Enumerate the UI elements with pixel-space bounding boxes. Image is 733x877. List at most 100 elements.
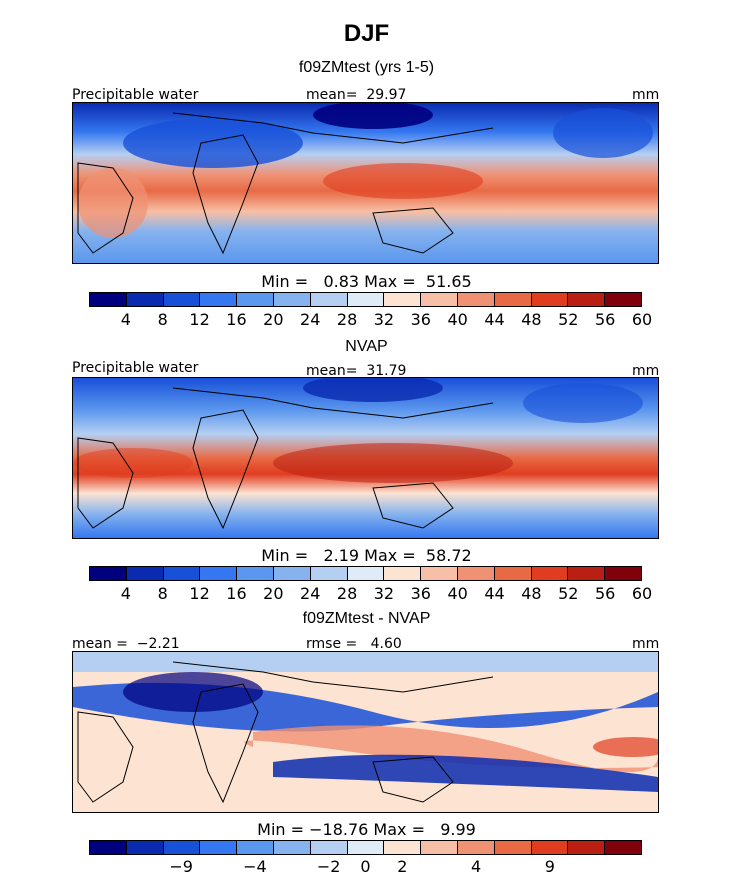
colorbar-tick-label: 8 bbox=[157, 584, 168, 603]
colorbar-swatch bbox=[347, 841, 385, 854]
colorbar-swatch bbox=[90, 293, 127, 306]
panel2-left-label: Precipitable water bbox=[72, 360, 199, 376]
colorbar-tick-label: 16 bbox=[226, 310, 247, 329]
colorbar-tick-label: 52 bbox=[558, 584, 579, 603]
panel1-map bbox=[72, 101, 659, 264]
colorbar-tick-label: 28 bbox=[336, 584, 358, 603]
colorbar-swatch bbox=[347, 567, 385, 580]
colorbar-swatch bbox=[531, 293, 569, 306]
colorbar-tick-label: 32 bbox=[373, 584, 395, 603]
colorbar-tick-label: 60 bbox=[631, 310, 653, 329]
colorbar-tick-label: 48 bbox=[521, 584, 542, 603]
colorbar-tick-label: 36 bbox=[410, 584, 431, 603]
colorbar-tick-label: 16 bbox=[226, 584, 247, 603]
colorbar-swatch bbox=[568, 841, 606, 854]
colorbar-swatch bbox=[531, 567, 569, 580]
panel1-units-label: mm bbox=[632, 87, 660, 103]
colorbar-tick-label: 4 bbox=[471, 857, 482, 876]
panel2-mean-label: mean= 31.79 bbox=[306, 363, 407, 379]
panel2-map-field bbox=[73, 374, 658, 538]
colorbar-swatch bbox=[90, 567, 127, 580]
colorbar-swatch bbox=[457, 293, 495, 306]
panel2-colorbar-ticks: 4 8 12 16 20 24 28 32 36 40 44 48 52 56 60 bbox=[89, 584, 652, 603]
colorbar-tick-label: 20 bbox=[263, 584, 284, 603]
colorbar-tick-label: 44 bbox=[484, 310, 505, 329]
panel2-minmax: Min = 2.19 Max = 58.72 bbox=[261, 546, 472, 565]
panel1-left-label: Precipitable water bbox=[72, 87, 199, 103]
colorbar-tick-label: 56 bbox=[594, 310, 616, 329]
panel3-colorbar-ticks: −9 −4 −2 0 2 4 9 bbox=[89, 857, 642, 876]
colorbar-swatch bbox=[421, 567, 458, 580]
colorbar-tick-label: 0 bbox=[360, 857, 371, 876]
colorbar-swatch bbox=[347, 293, 385, 306]
colorbar-swatch bbox=[494, 293, 532, 306]
colorbar-swatch bbox=[310, 567, 348, 580]
colorbar-tick-label: 2 bbox=[397, 857, 408, 876]
panel1-map-field bbox=[73, 101, 658, 263]
colorbar-tick-label: 12 bbox=[189, 584, 210, 603]
colorbar-tick-label: 40 bbox=[447, 584, 468, 603]
panel2-title: NVAP bbox=[345, 338, 388, 355]
colorbar-tick-label: 12 bbox=[189, 310, 210, 329]
colorbar-swatch bbox=[421, 293, 458, 306]
panel3-minmax: Min = −18.76 Max = 9.99 bbox=[257, 820, 476, 839]
colorbar-tick-label: −4 bbox=[243, 857, 267, 876]
colorbar-swatch bbox=[126, 841, 164, 854]
colorbar-swatch bbox=[494, 841, 532, 854]
colorbar-tick-label: 9 bbox=[544, 857, 555, 876]
panel1-mean-label: mean= 29.97 bbox=[306, 87, 407, 103]
colorbar-tick-label: 48 bbox=[521, 310, 542, 329]
colorbar-swatch bbox=[273, 841, 311, 854]
colorbar-tick-label: 8 bbox=[157, 310, 168, 329]
colorbar-swatch bbox=[384, 567, 422, 580]
figure-title: DJF bbox=[343, 20, 390, 47]
colorbar-tick-label: 40 bbox=[447, 310, 468, 329]
panel3-rmse-label: rmse = 4.60 bbox=[306, 636, 402, 652]
panel1-minmax: Min = 0.83 Max = 51.65 bbox=[261, 272, 472, 291]
colorbar-swatch bbox=[273, 293, 311, 306]
colorbar-swatch bbox=[163, 293, 201, 306]
colorbar-swatch bbox=[163, 841, 201, 854]
colorbar-swatch bbox=[126, 567, 164, 580]
panel2-colorbar bbox=[89, 566, 642, 581]
colorbar-tick-label: −2 bbox=[316, 857, 341, 876]
colorbar-swatch bbox=[605, 293, 641, 306]
colorbar-tick-label: 56 bbox=[594, 584, 616, 603]
colorbar-tick-label: 20 bbox=[263, 310, 284, 329]
colorbar-swatch bbox=[384, 841, 422, 854]
panel3-map-field bbox=[73, 652, 673, 812]
colorbar-tick-label: 24 bbox=[300, 310, 321, 329]
colorbar-tick-label: 4 bbox=[120, 584, 131, 603]
colorbar-tick-label: 4 bbox=[120, 310, 131, 329]
colorbar-swatch bbox=[605, 841, 641, 854]
colorbar-swatch bbox=[568, 293, 606, 306]
colorbar-swatch bbox=[237, 567, 274, 580]
colorbar-swatch bbox=[384, 293, 422, 306]
colorbar-tick-label: 44 bbox=[484, 584, 505, 603]
colorbar-swatch bbox=[531, 841, 569, 854]
colorbar-swatch bbox=[90, 841, 127, 854]
colorbar-tick-label: 28 bbox=[336, 310, 358, 329]
colorbar-tick-label: −9 bbox=[169, 857, 193, 876]
panel1-colorbar bbox=[89, 292, 642, 307]
colorbar-swatch bbox=[568, 567, 606, 580]
panel2-units-label: mm bbox=[632, 363, 660, 379]
colorbar-tick-label: 24 bbox=[300, 584, 321, 603]
colorbar-swatch bbox=[310, 841, 348, 854]
colorbar-swatch bbox=[310, 293, 348, 306]
panel3-units-label: mm bbox=[632, 636, 660, 652]
colorbar-swatch bbox=[457, 841, 495, 854]
colorbar-swatch bbox=[200, 567, 238, 580]
panel3-map bbox=[72, 651, 673, 813]
panel3-colorbar bbox=[89, 840, 642, 855]
colorbar-tick-label: 60 bbox=[631, 584, 653, 603]
colorbar-tick-label: 32 bbox=[373, 310, 395, 329]
panel3-mean-label: mean = −2.21 bbox=[72, 636, 180, 652]
colorbar-swatch bbox=[457, 567, 495, 580]
colorbar-tick-label: 36 bbox=[410, 310, 431, 329]
panel1-title: f09ZMtest (yrs 1-5) bbox=[298, 59, 435, 76]
colorbar-swatch bbox=[126, 293, 164, 306]
colorbar-swatch bbox=[237, 841, 274, 854]
colorbar-swatch bbox=[605, 567, 641, 580]
colorbar-swatch bbox=[163, 567, 201, 580]
